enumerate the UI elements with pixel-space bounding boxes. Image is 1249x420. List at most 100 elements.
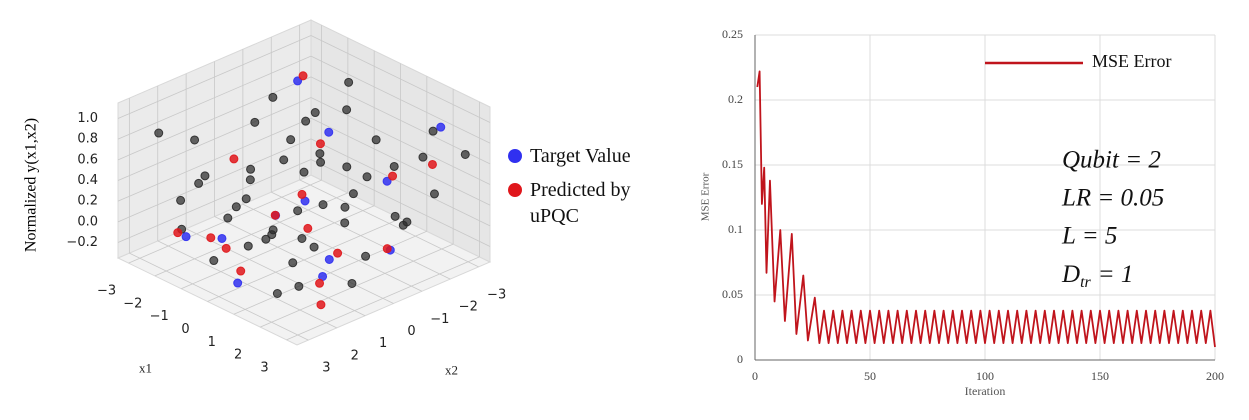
data-point [246, 164, 256, 174]
x1-tick-label: −1 [150, 309, 169, 324]
grid-line [117, 97, 312, 181]
z-tick-label: 1.0 [77, 111, 98, 126]
legend-label: Target Value [530, 145, 631, 167]
grid-line [157, 240, 337, 329]
data-point [270, 210, 280, 220]
legend-item: Target Value [508, 143, 668, 169]
legend: Target Value Predicted by uPQC [508, 143, 668, 237]
data-point [348, 189, 358, 199]
data-point [288, 258, 298, 268]
data-point [398, 220, 408, 230]
z-tick-label: 0.0 [77, 214, 98, 229]
data-point [316, 157, 326, 167]
z-tick-label: 0.2 [77, 194, 98, 209]
grid-line [310, 35, 491, 123]
data-point [427, 159, 437, 169]
x-tick-label: 200 [1206, 369, 1224, 383]
x2-tick-label: −2 [459, 300, 478, 315]
data-point [361, 251, 371, 261]
y-tick-label: 0.2 [728, 92, 743, 106]
data-point [436, 122, 446, 132]
grid-line [129, 252, 309, 341]
annotation: LR = 0.05 [1061, 185, 1164, 212]
x-axis-label: Iteration [965, 384, 1006, 398]
data-point [333, 248, 343, 258]
grid-line [185, 228, 366, 317]
data-point [347, 278, 357, 288]
data-point [389, 161, 399, 171]
data-point [173, 228, 183, 238]
data-point [209, 256, 219, 266]
z-tick-label: 0.4 [77, 173, 98, 188]
grid-line [310, 55, 491, 144]
y-tick-label: 0.1 [728, 222, 743, 236]
x-tick-label: 150 [1091, 369, 1109, 383]
data-point [221, 243, 231, 253]
x1-tick-label: −2 [123, 296, 142, 311]
y-tick-label: 0.25 [722, 27, 743, 41]
data-point [460, 149, 470, 159]
x1-tick-label: 0 [181, 322, 189, 337]
grid-line [310, 138, 491, 227]
data-point [297, 234, 307, 243]
legend-marker [508, 149, 522, 163]
line-series [756, 70, 1216, 348]
data-point [299, 167, 309, 177]
grid-line [117, 159, 312, 243]
data-point [315, 139, 325, 149]
data-point [243, 241, 253, 251]
data-point [429, 189, 439, 199]
annotation-suffix: = 1 [1098, 261, 1134, 288]
grid-line [117, 35, 312, 119]
x2-tick-label: −3 [487, 287, 506, 302]
data-point [190, 135, 200, 145]
annotation: L = 5 [1061, 223, 1117, 250]
grid-line [214, 216, 394, 304]
data-point [344, 77, 354, 87]
data-point [294, 281, 304, 291]
legend-marker [508, 183, 522, 197]
data-point [371, 135, 381, 145]
x-tick-label: 100 [976, 369, 994, 383]
data-point [241, 194, 251, 204]
x1-tick-label: 1 [208, 335, 216, 350]
z-tick-label: 0.8 [77, 132, 98, 147]
annotation-text: D [1061, 261, 1080, 288]
legend-item: Predicted by uPQC [508, 177, 668, 229]
grid-line [310, 97, 491, 185]
data-point [206, 233, 216, 243]
legend-label: Predicted by uPQC [530, 179, 631, 227]
x2-tick-label: 2 [351, 348, 359, 363]
data-point [382, 176, 392, 186]
data-point [223, 213, 233, 223]
x2-tick-label: 3 [322, 361, 330, 376]
y-tick-label: 0.15 [722, 157, 743, 171]
grid-line [310, 159, 491, 247]
grid-line [117, 117, 312, 202]
data-point [261, 234, 271, 244]
grid-line [310, 76, 491, 165]
x2-tick-label: −1 [430, 312, 449, 327]
z-tick-label: −0.2 [66, 235, 98, 250]
grid-line [117, 76, 312, 161]
data-point [342, 105, 352, 115]
x1-tick-label: 3 [260, 360, 268, 375]
data-point [245, 175, 255, 185]
data-point [181, 232, 191, 242]
y-tick-label: 0 [737, 352, 743, 366]
x2-tick-label: 0 [407, 324, 415, 339]
data-point [217, 233, 227, 243]
legend-label: MSE Error [1092, 51, 1172, 71]
x2-axis-label: x2 [445, 362, 458, 377]
data-point [316, 300, 326, 310]
data-point [231, 202, 241, 212]
x-tick-label: 0 [752, 369, 758, 383]
data-point [194, 178, 204, 188]
data-point [272, 288, 282, 298]
z-axis-label: Normalized y(x1,x2) [23, 118, 40, 252]
data-point [229, 154, 239, 164]
data-point [236, 266, 246, 276]
data-point [390, 211, 400, 221]
